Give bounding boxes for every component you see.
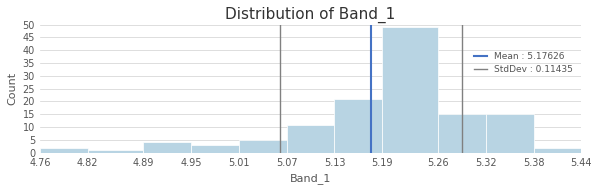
Bar <box>143 142 191 153</box>
X-axis label: Band_1: Band_1 <box>290 173 331 184</box>
Bar <box>334 99 382 153</box>
Bar <box>87 150 143 153</box>
Legend: Mean : 5.17626, StdDev : 0.11435: Mean : 5.17626, StdDev : 0.11435 <box>470 48 577 78</box>
Bar <box>40 148 87 153</box>
Title: Distribution of Band_1: Distribution of Band_1 <box>225 7 396 23</box>
Y-axis label: Count: Count <box>7 72 17 105</box>
Bar <box>191 145 239 153</box>
Bar <box>239 140 287 153</box>
Bar <box>287 125 334 153</box>
Bar <box>438 114 486 153</box>
Bar <box>382 27 438 153</box>
Bar <box>581 148 599 153</box>
Bar <box>486 114 534 153</box>
Bar <box>534 148 581 153</box>
